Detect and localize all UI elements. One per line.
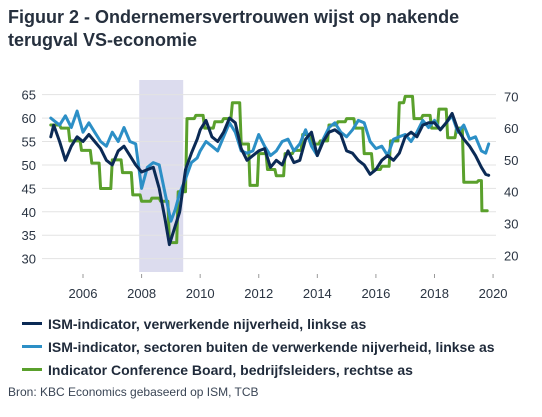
y-left-tick-label: 50 (22, 158, 36, 173)
x-tick-label: 2014 (303, 286, 332, 301)
chart-legend: ISM-indicator, verwerkende nijverheid, l… (22, 312, 495, 381)
y-right-tick-label: 70 (504, 89, 518, 104)
series-line-ism-manufacturing (49, 111, 491, 247)
x-tick-label: 2018 (420, 286, 449, 301)
source-note: Bron: KBC Economics gebaseerd op ISM, TC… (8, 385, 259, 399)
x-tick-label: 2008 (127, 286, 156, 301)
y-right-tick-label: 60 (504, 121, 518, 136)
chart-title: Figuur 2 - Ondernemersvertrouwen wijst o… (8, 6, 534, 52)
legend-swatch-conference-board (22, 368, 42, 371)
x-tick-label: 2016 (361, 286, 390, 301)
y-right-tick-label: 20 (504, 248, 518, 263)
legend-item-conference-board: Indicator Conference Board, bedrijfsleid… (22, 358, 495, 381)
series-line-ism-services (49, 109, 491, 223)
y-left-tick-label: 65 (22, 88, 36, 103)
legend-label-ism-services: ISM-indicator, sectoren buiten de verwer… (48, 338, 495, 355)
y-left-tick-label: 55 (22, 135, 36, 150)
legend-swatch-ism-services (22, 345, 42, 348)
x-tick-label: 2020 (479, 286, 508, 301)
y-left-tick-label: 35 (22, 228, 36, 243)
y-left-tick-label: 60 (22, 111, 36, 126)
x-tick-label: 2012 (244, 286, 273, 301)
legend-label-ism-manufacturing: ISM-indicator, verwerkende nijverheid, l… (48, 315, 367, 332)
y-left-tick-label: 30 (22, 252, 36, 267)
line-chart: 30 35 40 45 50 55 60 65 20 30 40 50 60 70 2006 2008 2010… (22, 80, 518, 301)
chart-title-line-1: Figuur 2 - Ondernemersvertrouwen wijst o… (8, 7, 460, 27)
legend-item-ism-manufacturing: ISM-indicator, verwerkende nijverheid, l… (22, 312, 495, 335)
y-right-tick-label: 50 (504, 153, 518, 168)
legend-label-conference-board: Indicator Conference Board, bedrijfsleid… (48, 361, 413, 378)
y-right-tick-label: 40 (504, 185, 518, 200)
y-left-tick-label: 45 (22, 181, 36, 196)
y-right-tick-label: 30 (504, 217, 518, 232)
legend-swatch-ism-manufacturing (22, 322, 42, 325)
series-line-conference-board (49, 94, 489, 245)
x-tick-label: 2006 (69, 286, 98, 301)
y-left-tick-label: 40 (22, 205, 36, 220)
x-tick-label: 2010 (186, 286, 215, 301)
legend-item-ism-services: ISM-indicator, sectoren buiten de verwer… (22, 335, 495, 358)
chart-title-line-2: terugval VS-economie (8, 30, 198, 50)
